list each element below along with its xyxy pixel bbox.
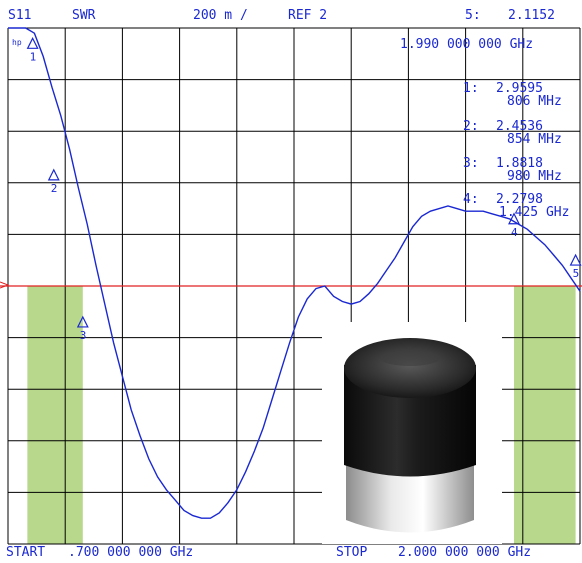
marker-label: 5 [573, 267, 580, 280]
marker-table-id: 3: [463, 156, 479, 171]
active-marker-label: 5: [465, 8, 481, 23]
marker-triangle [26, 36, 39, 49]
component-photo [322, 322, 502, 544]
start-label: START [6, 545, 45, 560]
scale-label: 200 m / [193, 8, 248, 23]
swr-trace [8, 27, 581, 519]
marker-table-value: 1.8818 [496, 156, 543, 171]
marker-table-freq: 980 MHz [507, 169, 562, 184]
shaded-band [27, 286, 83, 544]
active-marker-freq: 1.990 000 000 GHz [400, 37, 533, 52]
ref-label: REF 2 [288, 8, 327, 23]
stop-label: STOP [336, 545, 367, 560]
start-value: .700 000 000 GHz [68, 545, 193, 560]
marker-label: 1 [30, 50, 37, 63]
marker-triangle [508, 212, 520, 225]
marker-table: 1: 2.9595 806 MHz 2: 2.4536 854 MHz 3: 1… [463, 81, 569, 220]
active-marker-value: 2.1152 [508, 8, 555, 23]
format-label: SWR [72, 8, 96, 23]
shaded-bands [27, 286, 576, 544]
marker-triangle [569, 253, 582, 266]
marker-label: 4 [511, 226, 518, 239]
marker-table-freq: 1.425 GHz [499, 205, 569, 220]
marker-table-value: 2.4536 [496, 119, 543, 134]
param-label: S11 [8, 8, 31, 23]
marker-table-value: 2.9595 [496, 81, 543, 96]
shaded-band [514, 286, 576, 544]
markers: 1 2 3 4 5 [26, 36, 582, 342]
marker-label: 3 [80, 329, 87, 342]
reference-arrow [0, 281, 10, 289]
hp-logo: hp [12, 38, 22, 47]
marker-table-id: 2: [463, 119, 479, 134]
marker-table-id: 4: [463, 192, 479, 207]
marker-triangle [47, 168, 60, 181]
marker-triangle [76, 315, 89, 328]
marker-label: 2 [51, 182, 58, 195]
stop-value: 2.000 000 000 GHz [398, 545, 531, 560]
marker-table-id: 1: [463, 81, 479, 96]
marker-table-freq: 806 MHz [507, 94, 562, 109]
marker-table-freq: 854 MHz [507, 132, 562, 147]
marker-table-value: 2.2798 [496, 192, 543, 207]
